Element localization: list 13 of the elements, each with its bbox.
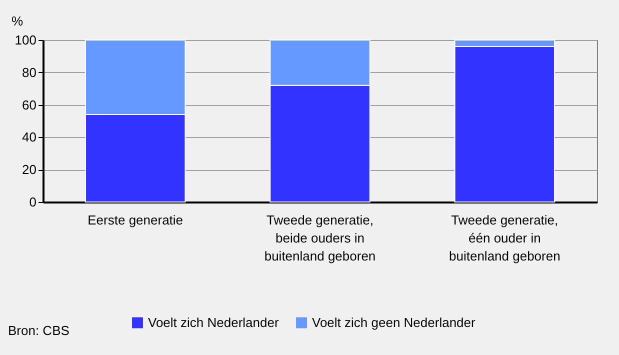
x-tick-label: Tweede generatie, beide ouders in buitenland geboren <box>264 212 376 264</box>
y-tick-label: 20 <box>22 162 36 178</box>
y-tick-label: 80 <box>22 64 36 80</box>
y-tick-label: 40 <box>22 130 36 145</box>
legend-label: Voelt zich Nederlander <box>148 314 280 330</box>
x-tick-label: Eerste generatie <box>88 212 184 228</box>
x-tick-label: Tweede generatie, één ouder in buitenland geboren <box>449 212 560 264</box>
text: Bron: CBS <box>8 323 70 338</box>
y-tick-label: 0 <box>29 194 36 210</box>
y-tick-label: 60 <box>22 97 36 112</box>
y-tick-label: 100 <box>14 32 36 48</box>
y-axis-title: % <box>12 14 24 28</box>
legend-label: Voelt zich geen Nederlander <box>312 314 476 330</box>
